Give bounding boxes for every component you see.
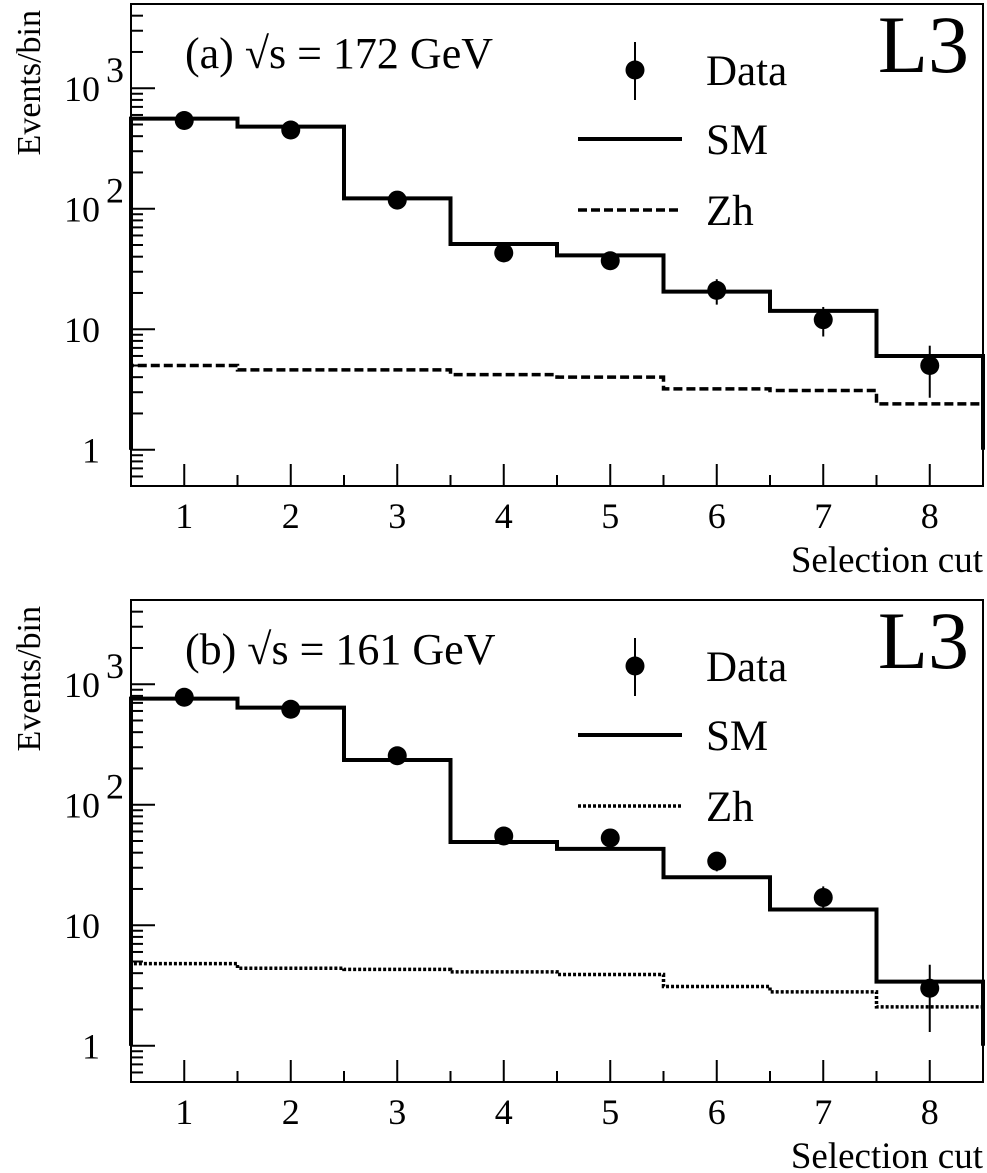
x-tick-label: 7 xyxy=(814,1092,832,1132)
legend-label-zh: Zh xyxy=(706,188,754,235)
series-line-zh xyxy=(129,363,983,450)
x-tick-label: 8 xyxy=(921,496,939,536)
x-tick-label: 3 xyxy=(388,1092,406,1132)
y-tick-label: 1 xyxy=(82,431,100,471)
x-tick-label: 4 xyxy=(495,1092,513,1132)
x-axis-label: Selection cut xyxy=(791,540,984,581)
legend-marker-data xyxy=(625,60,645,80)
x-tick-label: 7 xyxy=(814,496,832,536)
data-point xyxy=(813,310,833,330)
series-line-zh xyxy=(129,961,983,1046)
y-axis-label: Events/bin xyxy=(11,606,48,751)
y-tick-label: 1 xyxy=(82,1027,100,1067)
data-point xyxy=(920,356,940,375)
y-tick-exponent: 2 xyxy=(106,767,124,807)
chart-title: (a) √s = 172 GeV xyxy=(185,29,493,78)
y-tick-label: 10 xyxy=(64,786,100,826)
y-tick-label: 10 xyxy=(64,190,100,230)
data-point xyxy=(387,746,407,766)
y-tick-label: 10 xyxy=(64,310,100,350)
legend-label-sm: SM xyxy=(706,117,768,164)
legend-label-zh: Zh xyxy=(706,784,754,831)
y-tick-exponent: 2 xyxy=(106,171,124,211)
x-tick-label: 6 xyxy=(708,1092,726,1132)
series-line-sm xyxy=(129,116,985,450)
experiment-logo: L3 xyxy=(878,0,969,90)
legend-label-data: Data xyxy=(706,644,787,691)
y-tick-label: 10 xyxy=(64,906,100,946)
legend-marker-data xyxy=(625,656,645,676)
y-tick-exponent: 3 xyxy=(106,50,124,90)
x-tick-label: 2 xyxy=(282,1092,300,1132)
x-tick-label: 3 xyxy=(388,496,406,536)
x-tick-label: 1 xyxy=(175,496,193,536)
x-tick-label: 8 xyxy=(921,1092,939,1132)
x-tick-label: 5 xyxy=(601,496,619,536)
data-point xyxy=(494,243,514,263)
data-point xyxy=(707,851,727,871)
legend-label-sm: SM xyxy=(706,713,768,760)
x-axis-label: Selection cut xyxy=(791,1136,984,1173)
y-tick-label: 10 xyxy=(64,665,100,705)
x-tick-label: 6 xyxy=(708,496,726,536)
y-axis-label: Events/bin xyxy=(11,10,48,155)
data-point xyxy=(281,120,301,140)
x-tick-label: 5 xyxy=(601,1092,619,1132)
y-tick-label: 10 xyxy=(64,69,100,109)
legend: Data SM Zh xyxy=(578,42,787,235)
legend: Data SM Zh xyxy=(578,638,787,831)
x-tick-label: 2 xyxy=(282,496,300,536)
series-line-sm xyxy=(129,696,985,1046)
data-point xyxy=(813,887,833,907)
data-point xyxy=(600,828,620,848)
experiment-logo: L3 xyxy=(878,595,969,686)
y-tick-exponent: 3 xyxy=(106,646,124,686)
legend-label-data: Data xyxy=(706,48,787,95)
chart-title: (b) √s = 161 GeV xyxy=(185,625,496,674)
x-tick-label: 1 xyxy=(175,1092,193,1132)
x-tick-label: 4 xyxy=(495,496,513,536)
